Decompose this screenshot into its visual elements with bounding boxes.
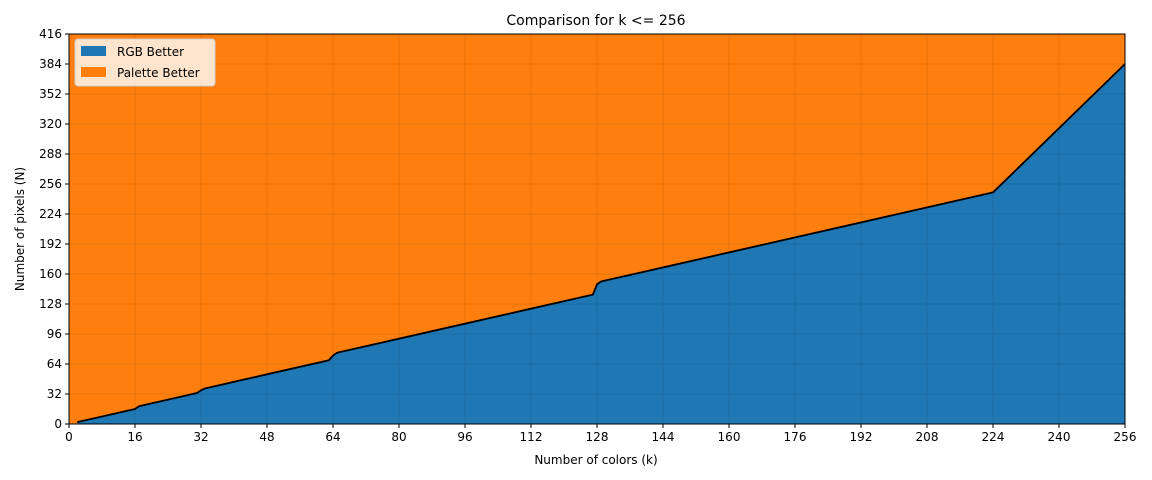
- x-axis-ticks: 0 16 32 48 64 80 96 112 128 144 160 176 192 208 224 240…: [65, 424, 1136, 444]
- legend-swatch-palette-better: [81, 67, 106, 77]
- y-tick-label: 128: [39, 297, 62, 311]
- x-tick-label: 80: [391, 430, 406, 444]
- x-tick-label: 48: [259, 430, 274, 444]
- y-axis-label: Number of pixels (N): [13, 167, 27, 291]
- legend-label-palette-better: Palette Better: [117, 66, 200, 80]
- y-tick-label: 160: [39, 267, 62, 281]
- y-tick-label: 192: [39, 237, 62, 251]
- x-tick-label: 112: [520, 430, 543, 444]
- y-tick-label: 352: [39, 87, 62, 101]
- y-axis-ticks: 0 32 64 96 128 160 192 224 256 288 320 352 384 416: [39, 27, 69, 431]
- y-tick-label: 288: [39, 147, 62, 161]
- chart-title: Comparison for k <= 256: [506, 13, 685, 29]
- x-tick-label: 224: [982, 430, 1005, 444]
- x-tick-label: 64: [325, 430, 340, 444]
- y-tick-label: 0: [54, 417, 62, 431]
- x-axis-label: Number of colors (k): [534, 453, 657, 467]
- y-tick-label: 96: [47, 327, 62, 341]
- x-tick-label: 96: [457, 430, 472, 444]
- x-tick-label: 240: [1048, 430, 1071, 444]
- y-tick-label: 416: [39, 27, 62, 41]
- legend-label-rgb-better: RGB Better: [117, 45, 184, 59]
- legend-box: [74, 38, 216, 87]
- rgb-better-area: [77, 64, 1125, 424]
- y-tick-label: 320: [39, 117, 62, 131]
- x-tick-label: 256: [1114, 430, 1137, 444]
- x-tick-label: 176: [784, 430, 807, 444]
- legend-swatch-rgb-better: [81, 46, 106, 56]
- x-tick-label: 16: [127, 430, 142, 444]
- y-tick-label: 64: [47, 357, 62, 371]
- x-tick-label: 144: [652, 430, 675, 444]
- y-tick-label: 384: [39, 57, 62, 71]
- x-tick-label: 160: [718, 430, 741, 444]
- plot-area: [68, 33, 1126, 425]
- legend: RGB Better Palette Better: [74, 38, 216, 87]
- grid: [68, 33, 1126, 425]
- x-tick-label: 192: [850, 430, 873, 444]
- boundary-line: [77, 63, 1126, 424]
- y-tick-label: 224: [39, 207, 62, 221]
- x-tick-label: 128: [586, 430, 609, 444]
- y-tick-label: 256: [39, 177, 62, 191]
- x-tick-label: 208: [916, 430, 939, 444]
- x-tick-label: 0: [65, 430, 73, 444]
- y-tick-label: 32: [47, 387, 62, 401]
- x-tick-label: 32: [193, 430, 208, 444]
